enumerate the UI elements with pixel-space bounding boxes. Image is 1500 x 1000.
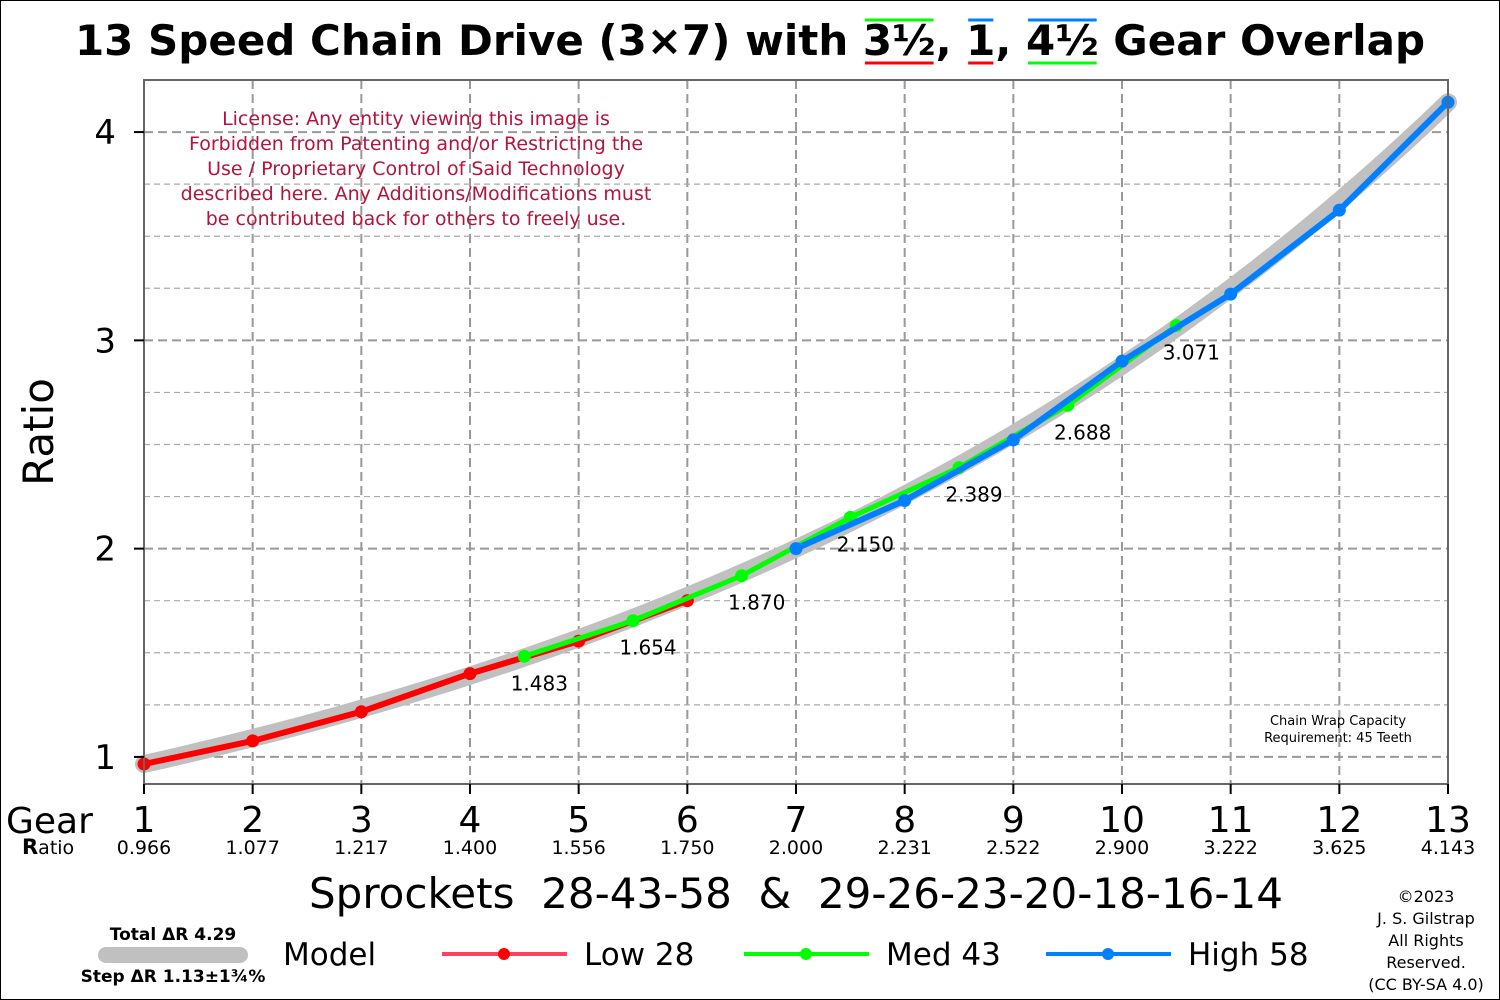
chain-wrap-line: Chain Wrap Capacity [1270,714,1406,729]
legend-med-marker [800,948,812,960]
legend-low-marker [498,948,510,960]
copyright-line: Reserved. [1386,953,1466,972]
gear-number: 4 [459,800,482,841]
point-med-43 [626,614,640,628]
y-axis-label: Ratio [14,378,63,486]
gear-number: 6 [676,800,699,841]
copyright-line: ©2023 [1398,887,1455,906]
gear-label: Gear [6,801,93,842]
license-line: Forbidden from Patenting and/or Restrict… [189,133,643,155]
data-label: 1.870 [728,591,785,615]
y-tick-label: 1 [94,738,116,778]
license-line: described here. Any Additions/Modificati… [181,183,652,205]
axes: 123410.96621.07731.21741.40051.55661.750… [94,113,1475,859]
point-med-43 [735,569,749,583]
point-med-43 [517,649,531,663]
gear-number: 1 [133,800,156,841]
title-overlap-a: 3½ [863,16,936,65]
gear-ratio: 1.077 [225,837,279,859]
gear-ratio: 1.556 [551,837,605,859]
copyright-line: All Rights [1388,931,1463,950]
gear-ratio: 1.750 [660,837,714,859]
point-low-28 [246,734,260,748]
point-high-58 [789,542,803,556]
title-overlap-b: 1 [966,16,995,65]
ratio-row-label: Ratio [22,835,74,859]
chart-title: 13 Speed Chain Drive (3×7) with 3½, 1, 4… [75,16,1425,65]
legend-model-label: Model [283,937,376,973]
legend-med-label: Med 43 [886,937,1001,973]
gear-ratio: 4.143 [1421,837,1475,859]
data-label: 3.071 [1163,341,1220,365]
legend-low-label: Low 28 [584,937,694,973]
gear-ratio: 0.966 [117,837,171,859]
gear-ratio: 2.000 [769,837,823,859]
legend: Total ΔR 4.29 Step ΔR 1.13±1¾% Model Low… [81,925,1309,987]
gear-number: 13 [1425,800,1471,841]
copyright-line: J. S. Gilstrap [1376,909,1475,928]
gear-ratio: 3.625 [1312,837,1366,859]
gear-number: 8 [893,800,916,841]
copyright-line: (CC BY-SA 4.0) [1368,975,1484,994]
legend-high-marker [1102,948,1114,960]
gear-ratio: 2.900 [1095,837,1149,859]
license-line: Use / Proprietary Control of Said Techno… [207,158,625,180]
gear-ratio: 1.217 [334,837,388,859]
license-text: License: Any entity viewing this image i… [181,108,652,230]
data-label: 1.654 [619,636,676,660]
legend-high-label: High 58 [1188,937,1309,973]
point-high-58 [1115,354,1129,368]
gear-number: 7 [785,800,808,841]
y-tick-label: 4 [94,113,116,153]
legend-total: Total ΔR 4.29 [110,925,236,945]
gear-number: 11 [1208,800,1254,841]
gear-number: 9 [1002,800,1025,841]
gear-ratio: 2.522 [986,837,1040,859]
gear-number: 12 [1316,800,1362,841]
annotations: 1.483 1.654 1.870 2.150 2.389 2.688 3.071 [511,341,1220,696]
copyright-notice: ©2023 J. S. Gilstrap All Rights Reserved. (C… [1368,887,1484,994]
license-line: License: Any entity viewing this image i… [222,108,610,130]
data-label: 2.150 [837,532,894,556]
data-label: 2.688 [1054,420,1111,444]
point-low-28 [463,667,477,681]
gear-ratio: 2.231 [877,837,931,859]
series-lines [137,95,1455,771]
title-overlap-c: 4½ [1026,16,1099,65]
y-tick-label: 3 [94,321,116,361]
gear-ratio: 1.400 [443,837,497,859]
y-tick-label: 2 [94,530,116,570]
point-high-58 [1006,433,1020,447]
point-high-58 [1332,203,1346,217]
gear-number: 2 [241,800,264,841]
legend-step: Step ΔR 1.13±1¾% [81,967,266,987]
data-label: 1.483 [511,671,568,695]
point-high-58 [898,494,912,508]
gear-number: 5 [567,800,590,841]
chain-wrap-line: Requirement: 45 Teeth [1264,731,1412,746]
gear-number: 3 [350,800,373,841]
x-axis-label: Sprockets 28-43-58 & 29-26-23-20-18-16-1… [309,869,1283,918]
chain-wrap-note: Chain Wrap Capacity Requirement: 45 Teeth [1264,714,1412,746]
series-line-med-43 [523,323,1178,659]
point-low-28 [354,705,368,719]
gear-ratio: 3.222 [1203,837,1257,859]
license-line: be contributed back for others to freely… [206,208,627,230]
point-high-58 [1224,287,1238,301]
gear-number: 10 [1099,800,1145,841]
data-label: 2.389 [945,483,1002,507]
